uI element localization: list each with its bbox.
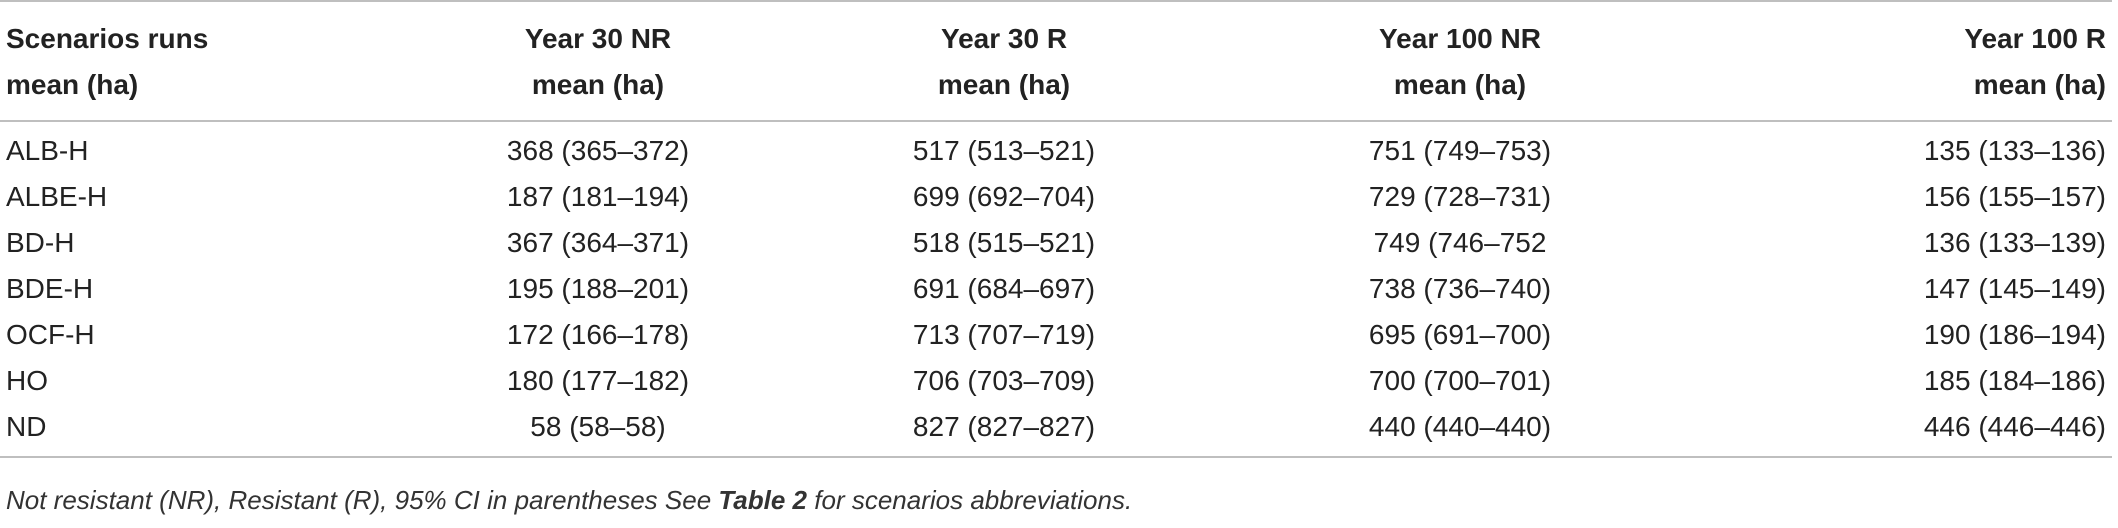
table-row: ALB-H 368 (365–372) 517 (513–521) 751 (7…: [0, 121, 2112, 174]
cell-year100-r: 135 (133–136): [1923, 135, 2106, 166]
footnote-table-reference: Table 2: [718, 485, 808, 515]
cell-scenario: ALB-H: [6, 135, 89, 166]
table-row: OCF-H 172 (166–178) 713 (707–719) 695 (6…: [0, 312, 2112, 358]
cell-year30-nr: 367 (364–371): [506, 227, 690, 258]
cell-year100-r: 190 (186–194): [1923, 319, 2106, 350]
cell-year100-nr: 700 (700–701): [1368, 365, 1552, 396]
header-year30-r-line2: mean (ha): [937, 69, 1071, 100]
cell-year100-r: 147 (145–149): [1923, 273, 2106, 304]
cell-scenario: BDE-H: [6, 273, 94, 304]
cell-year100-r: 185 (184–186): [1923, 365, 2106, 396]
cell-year100-r: 446 (446–446): [1688, 404, 2112, 458]
cell-year30-r: 827 (827–827): [776, 404, 1232, 458]
cell-scenario: ND: [0, 404, 420, 458]
cell-year30-nr: 368 (365–372): [506, 135, 690, 166]
header-year100-r-line1: Year 100 R: [1964, 23, 2106, 54]
footnote-prefix: Not resistant (NR), Resistant (R), 95% C…: [6, 485, 719, 515]
cell-year30-nr: 58 (58–58): [420, 404, 776, 458]
cell-year100-r: 156 (155–157): [1923, 181, 2106, 212]
cell-year30-r: 517 (513–521): [912, 135, 1096, 166]
header-year30-r-line1: Year 30 R: [940, 23, 1068, 54]
table-row: BDE-H 195 (188–201) 691 (684–697) 738 (7…: [0, 266, 2112, 312]
cell-year100-nr: 729 (728–731): [1368, 181, 1552, 212]
cell-year100-nr: 738 (736–740): [1368, 273, 1552, 304]
header-scenarios: Scenarios runs mean (ha): [0, 0, 420, 122]
cell-year100-nr: 749 (746–752: [1373, 227, 1547, 258]
cell-year30-nr: 195 (188–201): [506, 273, 690, 304]
cell-year30-nr: 187 (181–194): [506, 181, 690, 212]
table-header-row: Scenarios runs mean (ha) Year 30 NR mean…: [0, 0, 2112, 122]
header-scenarios-line2: mean (ha): [6, 69, 139, 100]
header-year100-nr-line2: mean (ha): [1393, 69, 1527, 100]
table-row: HO 180 (177–182) 706 (703–709) 700 (700–…: [0, 358, 2112, 404]
cell-year30-r: 706 (703–709): [912, 365, 1096, 396]
table-row: ND 58 (58–58) 827 (827–827) 440 (440–440…: [0, 404, 2112, 458]
cell-year100-nr: 695 (691–700): [1368, 319, 1552, 350]
header-year100-nr: Year 100 NR mean (ha): [1232, 0, 1688, 122]
footnote-suffix: for scenarios abbreviations.: [807, 485, 1133, 515]
cell-year30-nr: 172 (166–178): [506, 319, 690, 350]
cell-year30-r: 713 (707–719): [912, 319, 1096, 350]
header-year30-nr: Year 30 NR mean (ha): [420, 0, 776, 122]
header-year100-r-line2: mean (ha): [1973, 69, 2106, 100]
cell-year100-r: 136 (133–139): [1923, 227, 2106, 258]
cell-year100-nr: 751 (749–753): [1368, 135, 1552, 166]
header-scenarios-line1: Scenarios runs: [6, 23, 209, 54]
cell-year30-nr: 180 (177–182): [506, 365, 690, 396]
cell-year30-r: 518 (515–521): [912, 227, 1096, 258]
cell-scenario: ALBE-H: [6, 181, 108, 212]
scenario-results-table: Scenarios runs mean (ha) Year 30 NR mean…: [0, 0, 2112, 458]
header-year30-r: Year 30 R mean (ha): [776, 0, 1232, 122]
header-year100-r: Year 100 R mean (ha): [1688, 0, 2112, 122]
table-row: ALBE-H 187 (181–194) 699 (692–704) 729 (…: [0, 174, 2112, 220]
table-row: BD-H 367 (364–371) 518 (515–521) 749 (74…: [0, 220, 2112, 266]
header-year30-nr-line2: mean (ha): [531, 69, 665, 100]
results-table-container: Scenarios runs mean (ha) Year 30 NR mean…: [0, 0, 2112, 458]
cell-scenario: HO: [6, 365, 48, 396]
header-year30-nr-line1: Year 30 NR: [524, 23, 672, 54]
cell-year100-nr: 440 (440–440): [1232, 404, 1688, 458]
cell-scenario: OCF-H: [6, 319, 95, 350]
cell-scenario: BD-H: [6, 227, 75, 258]
cell-year30-r: 699 (692–704): [912, 181, 1096, 212]
cell-year30-r: 691 (684–697): [912, 273, 1096, 304]
header-year100-nr-line1: Year 100 NR: [1379, 23, 1541, 54]
table-footnote: Not resistant (NR), Resistant (R), 95% C…: [6, 483, 1132, 517]
